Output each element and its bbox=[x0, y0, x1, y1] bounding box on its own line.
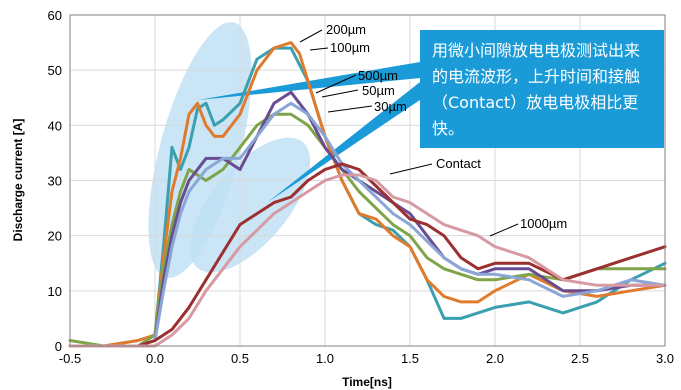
leader-1000um bbox=[489, 223, 519, 237]
label-200um: 200µm bbox=[326, 22, 366, 37]
leader-contact bbox=[389, 163, 433, 175]
series-line-1000m bbox=[68, 173, 667, 348]
y-tick-label: 30 bbox=[48, 174, 62, 189]
series-line-50m bbox=[68, 90, 667, 348]
x-tick-label: 3.0 bbox=[656, 351, 674, 366]
callout-box: 用微小间隙放电电极测试出来的电流波形，上升时间和接触（Contact）放电电极相… bbox=[420, 30, 664, 148]
y-tick-label: 50 bbox=[48, 63, 62, 78]
x-tick-label: 2.0 bbox=[486, 351, 504, 366]
plot-frame bbox=[69, 14, 666, 347]
leader-100um bbox=[309, 47, 329, 51]
y-tick-label: 10 bbox=[48, 284, 62, 299]
leader-50um bbox=[321, 89, 359, 98]
callout-pointer-wedge-2 bbox=[268, 82, 420, 202]
y-tick-label: 0 bbox=[55, 339, 62, 354]
label-1000um: 1000µm bbox=[520, 216, 567, 231]
x-tick-label: 2.5 bbox=[571, 351, 589, 366]
x-tick-label: -0.5 bbox=[59, 351, 81, 366]
label-contact: Contact bbox=[436, 156, 481, 171]
highlight-ellipse-contact bbox=[189, 137, 311, 273]
x-tick-label: 0.0 bbox=[146, 351, 164, 366]
label-100um: 100µm bbox=[330, 40, 370, 55]
y-tick-label: 20 bbox=[48, 229, 62, 244]
y-tick-label: 40 bbox=[48, 118, 62, 133]
x-tick-label: 1.5 bbox=[401, 351, 419, 366]
x-tick-label: 1.0 bbox=[316, 351, 334, 366]
label-leaders bbox=[299, 29, 519, 237]
axis-ticks: -0.5 0.0 0.5 1.0 1.5 2.0 2.5 3.0 0 10 20 30 40 50 60 bbox=[48, 8, 675, 366]
label-50um: 50µm bbox=[362, 83, 395, 98]
y-axis-title: Discharge current [A] bbox=[11, 119, 25, 242]
leader-500um bbox=[315, 74, 357, 94]
series-line-contact bbox=[68, 162, 667, 348]
leader-30um bbox=[327, 105, 373, 113]
label-30um: 30µm bbox=[374, 99, 407, 114]
leader-200um bbox=[299, 29, 323, 43]
label-500um: 500µm bbox=[358, 68, 398, 83]
series-line-30m bbox=[68, 101, 667, 348]
series-lines bbox=[68, 41, 667, 348]
x-axis-title: Time[ns] bbox=[342, 375, 392, 389]
y-tick-label: 60 bbox=[48, 8, 62, 23]
series-line-100m bbox=[68, 41, 667, 348]
x-tick-label: 0.5 bbox=[231, 351, 249, 366]
